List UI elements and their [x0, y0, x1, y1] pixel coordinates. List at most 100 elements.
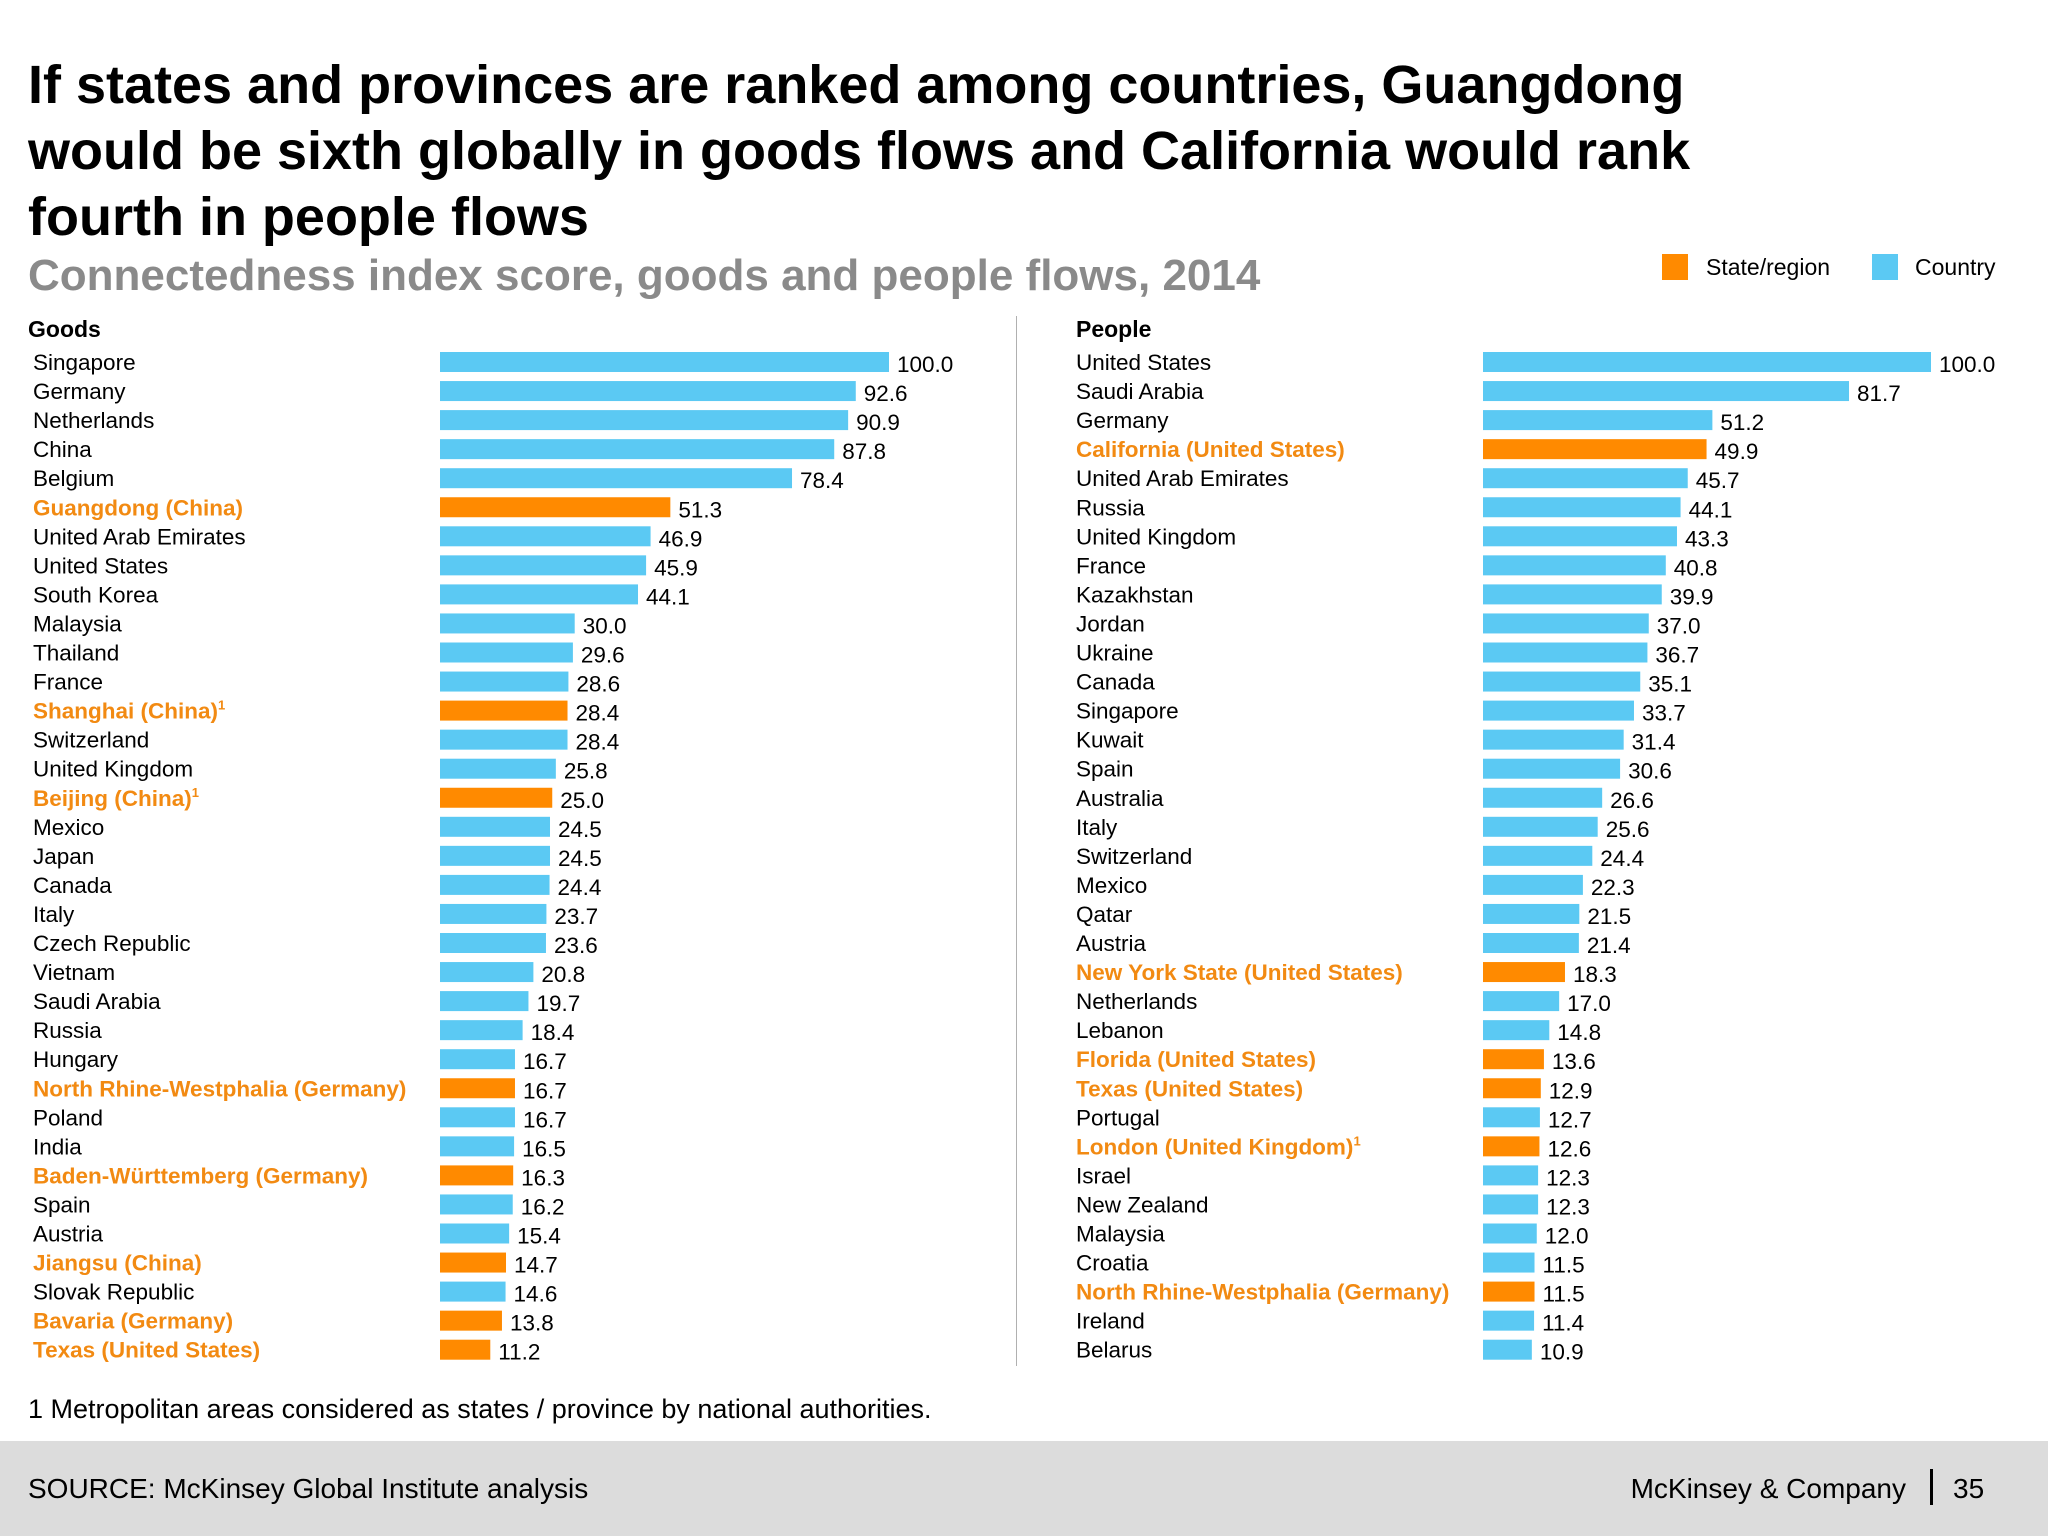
people-bar: [1483, 468, 1688, 489]
people-bar: [1483, 816, 1598, 837]
slide-title: If states and provinces are ranked among…: [28, 55, 1691, 247]
people-bar: [1483, 1165, 1539, 1186]
people-value-label: 37.0: [1657, 613, 1701, 638]
goods-bar: [440, 468, 793, 489]
footnote: 1 Metropolitan areas considered as state…: [28, 1394, 932, 1424]
people-bar: [1483, 845, 1593, 866]
people-bar: [1483, 671, 1641, 692]
goods-value-label: 100.0: [897, 352, 953, 377]
goods-category-label: Poland: [33, 1105, 103, 1130]
goods-value-label: 29.6: [581, 643, 625, 668]
goods-bar: [440, 758, 556, 779]
goods-bar: [440, 642, 573, 663]
people-category-label: London (United Kingdom)1: [1076, 1133, 1361, 1159]
goods-bar-chart: Singapore 100.0 Germany 92.6 Netherlands 90.9…: [33, 350, 953, 1365]
goods-category-label: United States: [33, 553, 168, 578]
people-panel-heading: People: [1076, 316, 1152, 342]
people-bar: [1483, 1078, 1541, 1099]
people-value-label: 12.9: [1549, 1078, 1593, 1103]
goods-category-label: Malaysia: [33, 611, 122, 636]
goods-value-label: 16.5: [522, 1136, 566, 1161]
goods-category-label: Hungary: [33, 1047, 119, 1072]
goods-value-label: 14.7: [514, 1253, 558, 1278]
people-value-label: 11.4: [1542, 1311, 1584, 1336]
goods-value-label: 19.7: [536, 991, 580, 1016]
goods-bar: [440, 991, 529, 1012]
goods-value-label: 51.3: [678, 497, 722, 522]
people-bar: [1483, 1136, 1540, 1157]
people-category-label: Saudi Arabia: [1076, 379, 1204, 404]
people-category-label: France: [1076, 553, 1146, 578]
goods-value-label: 14.6: [514, 1282, 558, 1307]
people-bar: [1483, 1107, 1540, 1128]
goods-bar: [440, 1310, 502, 1331]
people-category-label: North Rhine-Westphalia (Germany): [1076, 1280, 1449, 1305]
goods-category-label: Slovak Republic: [33, 1280, 194, 1305]
goods-category-label: Texas (United States): [33, 1338, 260, 1363]
page-number: 35: [1953, 1473, 1985, 1504]
people-bar: [1483, 903, 1580, 924]
goods-bar: [440, 439, 835, 460]
people-value-label: 44.1: [1689, 497, 1733, 522]
people-bar: [1483, 1223, 1537, 1244]
goods-bar: [440, 787, 553, 808]
goods-category-label: Shanghai (China)1: [33, 698, 225, 724]
goods-value-label: 16.7: [523, 1049, 567, 1074]
footer-bar: SOURCE: McKinsey Global Institute analys…: [0, 1441, 2048, 1536]
people-value-label: 26.6: [1610, 788, 1654, 813]
people-category-label: Belarus: [1076, 1338, 1152, 1363]
people-value-label: 81.7: [1857, 381, 1901, 406]
goods-value-label: 25.0: [560, 788, 604, 813]
goods-category-label: Baden-Württemberg (Germany): [33, 1163, 368, 1188]
goods-bar: [440, 700, 568, 721]
goods-category-label: Beijing (China)1: [33, 785, 199, 811]
people-value-label: 10.9: [1540, 1340, 1584, 1365]
footnote-marker: 1: [218, 698, 225, 713]
goods-value-label: 25.8: [564, 759, 608, 784]
goods-value-label: 11.2: [498, 1340, 540, 1365]
people-bar: [1483, 555, 1666, 576]
footnote-marker: 1: [1353, 1133, 1360, 1148]
people-value-label: 17.0: [1567, 991, 1611, 1016]
people-bar: [1483, 758, 1621, 779]
people-bar: [1483, 352, 1931, 372]
people-value-label: 100.0: [1939, 352, 1995, 377]
people-value-label: 40.8: [1674, 555, 1718, 580]
people-value-label: 24.4: [1600, 846, 1644, 871]
goods-category-label: Vietnam: [33, 960, 115, 985]
goods-bar: [440, 1252, 507, 1273]
people-category-label: Australia: [1076, 786, 1164, 811]
goods-panel-heading: Goods: [28, 316, 101, 342]
goods-category-label: Italy: [33, 902, 75, 927]
goods-bar: [440, 1049, 515, 1070]
goods-value-label: 87.8: [842, 439, 886, 464]
goods-bar: [440, 903, 547, 924]
people-value-label: 49.9: [1715, 439, 1759, 464]
goods-bar: [440, 584, 639, 605]
people-value-label: 35.1: [1648, 672, 1692, 697]
people-value-label: 31.4: [1632, 730, 1676, 755]
goods-category-label: China: [33, 437, 92, 462]
people-bar: [1483, 1049, 1544, 1070]
goods-value-label: 45.9: [654, 555, 698, 580]
goods-category-label: Canada: [33, 873, 112, 898]
goods-category-label: Bavaria (Germany): [33, 1309, 233, 1334]
people-category-label: United Kingdom: [1076, 524, 1236, 549]
goods-category-label: South Korea: [33, 582, 159, 607]
goods-value-label: 78.4: [800, 468, 844, 493]
people-category-label: Canada: [1076, 670, 1155, 695]
goods-value-label: 92.6: [864, 381, 908, 406]
goods-bar: [440, 1194, 513, 1215]
goods-category-label: Germany: [33, 379, 126, 404]
people-value-label: 12.3: [1546, 1194, 1590, 1219]
goods-value-label: 23.6: [554, 933, 598, 958]
people-bar: [1483, 584, 1662, 605]
people-category-label: Russia: [1076, 495, 1145, 520]
goods-value-label: 16.7: [523, 1078, 567, 1103]
goods-value-label: 28.4: [576, 701, 620, 726]
people-value-label: 14.8: [1557, 1020, 1601, 1045]
people-bar: [1483, 962, 1565, 983]
goods-value-label: 24.5: [558, 817, 602, 842]
goods-bar: [440, 1136, 515, 1157]
people-category-label: Italy: [1076, 815, 1118, 840]
